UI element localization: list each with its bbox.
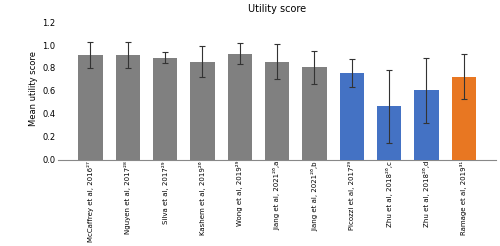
Bar bbox=[78, 55, 102, 160]
Bar bbox=[377, 106, 402, 160]
Bar bbox=[302, 67, 326, 160]
Bar bbox=[452, 77, 476, 160]
Bar bbox=[265, 62, 289, 160]
Bar bbox=[116, 55, 140, 160]
Title: Utility score: Utility score bbox=[248, 4, 306, 14]
Bar bbox=[228, 54, 252, 160]
Bar bbox=[340, 73, 364, 160]
Bar bbox=[153, 58, 177, 160]
Bar bbox=[190, 62, 214, 160]
Y-axis label: Mean utility score: Mean utility score bbox=[29, 50, 38, 125]
Bar bbox=[414, 90, 438, 160]
